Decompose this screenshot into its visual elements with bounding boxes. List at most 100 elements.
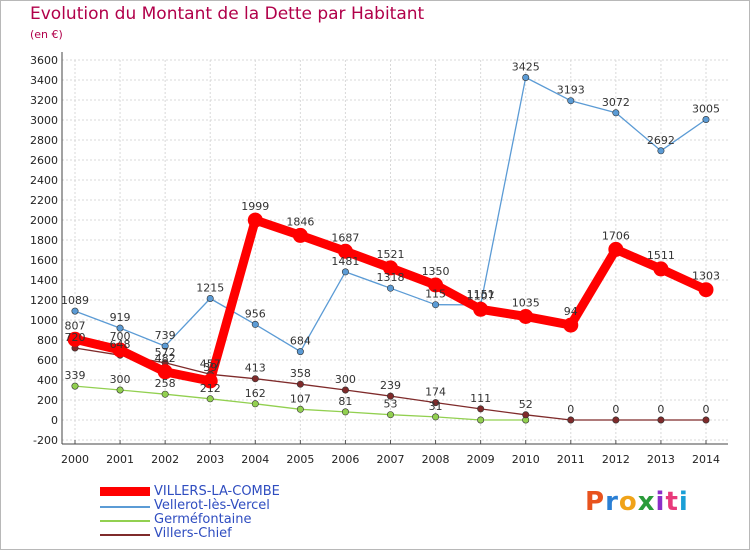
- y-tick-label: 2800: [30, 134, 58, 147]
- x-tick-label: 2011: [557, 453, 585, 466]
- data-point[interactable]: [702, 416, 710, 424]
- data-point[interactable]: [567, 97, 575, 105]
- data-point[interactable]: [206, 395, 214, 403]
- data-point[interactable]: [473, 301, 489, 317]
- data-label: 572: [155, 346, 176, 359]
- series-points: [67, 74, 714, 424]
- data-label: 239: [380, 379, 401, 392]
- data-point[interactable]: [341, 386, 349, 394]
- data-point[interactable]: [608, 241, 624, 257]
- data-point[interactable]: [71, 307, 79, 315]
- data-point[interactable]: [386, 411, 394, 419]
- x-tick-labels: 2000 2001 2002 2003 2004 2005 2006 2007 2008 2009…: [61, 453, 720, 466]
- data-point[interactable]: [522, 74, 530, 82]
- y-tick-label: 1000: [30, 314, 58, 327]
- data-point[interactable]: [206, 294, 214, 302]
- data-label: 1303: [692, 270, 720, 283]
- data-point[interactable]: [337, 243, 353, 259]
- data-point[interactable]: [653, 261, 669, 277]
- data-label: 212: [200, 382, 221, 395]
- chart-title: Evolution du Montant de la Dette par Hab…: [30, 4, 425, 24]
- data-labels: 807 700 482 39 1999 1846 1687 1521 1350 1107 1035 9…: [61, 61, 720, 417]
- data-point[interactable]: [522, 411, 530, 419]
- data-label: 956: [245, 307, 266, 320]
- y-tick-label: 2200: [30, 194, 58, 207]
- data-point[interactable]: [251, 375, 259, 383]
- data-label: 1481: [331, 255, 359, 268]
- data-point[interactable]: [341, 408, 349, 416]
- data-label: 3193: [557, 84, 585, 97]
- x-tick-label: 2006: [331, 453, 359, 466]
- data-point[interactable]: [116, 324, 124, 332]
- data-point[interactable]: [432, 301, 440, 309]
- data-label: 52: [519, 398, 533, 411]
- data-point[interactable]: [292, 227, 308, 243]
- logo-letter: i: [678, 487, 689, 517]
- legend-swatch-villers-la-combe: [100, 487, 150, 496]
- legend-label: Villers-Chief: [154, 526, 232, 541]
- x-tick-label: 2008: [422, 453, 450, 466]
- data-point[interactable]: [432, 399, 440, 407]
- data-point[interactable]: [251, 320, 259, 328]
- data-point[interactable]: [296, 380, 304, 388]
- data-label: 919: [110, 311, 131, 324]
- legend-label: VILLERS-LA-COMBE: [154, 484, 280, 499]
- data-point[interactable]: [612, 416, 620, 424]
- data-label: 1999: [241, 200, 269, 213]
- data-point[interactable]: [698, 282, 714, 298]
- y-tick-label: -200: [33, 434, 58, 447]
- data-point[interactable]: [383, 260, 398, 276]
- data-label: 115: [425, 288, 446, 301]
- x-tick-label: 2003: [196, 453, 224, 466]
- data-label: 1706: [602, 229, 630, 242]
- data-point[interactable]: [296, 405, 304, 413]
- data-label: 1035: [512, 297, 540, 310]
- data-label: 1687: [331, 231, 359, 244]
- y-tick-labels: -200 0 200 400 600 800 1000 1200 1400 1600 1800 200…: [30, 54, 58, 447]
- data-point[interactable]: [157, 364, 173, 380]
- x-tick-label: 2010: [512, 453, 540, 466]
- legend-swatch-vellerot: [100, 506, 150, 508]
- data-label: 720: [65, 331, 86, 344]
- data-point[interactable]: [386, 392, 394, 400]
- data-point[interactable]: [112, 342, 128, 358]
- logo-letter: x: [637, 487, 656, 517]
- data-point[interactable]: [563, 317, 579, 333]
- data-point[interactable]: [702, 116, 710, 124]
- data-point[interactable]: [161, 390, 169, 398]
- data-point[interactable]: [202, 373, 218, 389]
- data-label: 413: [245, 362, 266, 375]
- data-label: 162: [245, 387, 266, 400]
- data-label: 31: [429, 400, 443, 413]
- data-point[interactable]: [386, 284, 394, 292]
- data-point[interactable]: [612, 109, 620, 117]
- y-tick-label: 3400: [30, 74, 58, 87]
- data-point[interactable]: [67, 331, 83, 347]
- data-point[interactable]: [247, 212, 263, 228]
- proxiti-logo: Proxiti: [585, 487, 689, 517]
- data-point[interactable]: [432, 413, 440, 421]
- data-point[interactable]: [657, 147, 665, 155]
- data-point[interactable]: [71, 382, 79, 390]
- y-tick-label: 1200: [30, 294, 58, 307]
- data-label: 0: [612, 403, 619, 416]
- data-point[interactable]: [341, 268, 349, 276]
- y-tick-label: 3200: [30, 94, 58, 107]
- data-label: 3425: [512, 61, 540, 74]
- data-point[interactable]: [567, 416, 575, 424]
- data-label: 107: [290, 392, 311, 405]
- data-point[interactable]: [428, 277, 444, 293]
- x-tick-label: 2004: [241, 453, 269, 466]
- data-point[interactable]: [251, 400, 259, 408]
- data-point[interactable]: [477, 416, 485, 424]
- data-point[interactable]: [161, 342, 169, 350]
- data-point[interactable]: [116, 386, 124, 394]
- data-point[interactable]: [657, 416, 665, 424]
- data-point[interactable]: [296, 348, 304, 356]
- data-point[interactable]: [477, 405, 485, 413]
- y-tick-label: 2600: [30, 154, 58, 167]
- data-label: 700: [110, 330, 131, 343]
- data-point[interactable]: [518, 309, 534, 324]
